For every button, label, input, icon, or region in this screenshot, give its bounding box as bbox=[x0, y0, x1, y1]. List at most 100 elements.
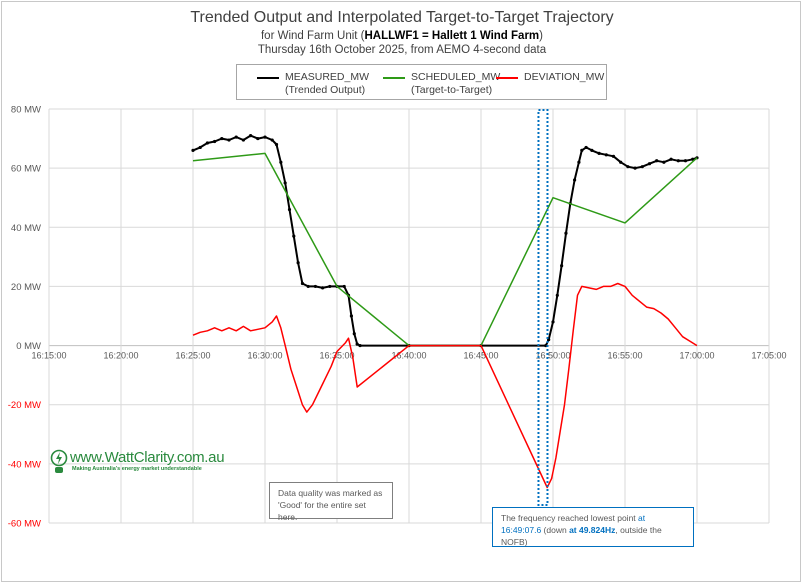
data-quality-note: Data quality was marked as 'Good' for th… bbox=[269, 482, 393, 522]
series-line-deviation-mw bbox=[192, 282, 698, 489]
x-tick-label: 16:50:00 bbox=[535, 351, 570, 361]
measured-point bbox=[551, 320, 555, 324]
x-tick-label: 16:40:00 bbox=[391, 351, 426, 361]
chart-title: Trended Output and Interpolated Target-t… bbox=[190, 9, 614, 26]
frequency-note: The frequency reached lowest point at 16… bbox=[492, 507, 694, 547]
measured-point bbox=[676, 159, 680, 163]
measured-point bbox=[355, 342, 359, 346]
measured-point bbox=[321, 286, 325, 290]
x-tick-label: 16:55:00 bbox=[607, 351, 642, 361]
measured-point bbox=[191, 148, 195, 152]
measured-point bbox=[590, 148, 594, 152]
measured-point bbox=[352, 332, 356, 336]
frequency-marker-box bbox=[537, 109, 549, 506]
measured-point bbox=[640, 165, 644, 169]
measured-point bbox=[256, 136, 260, 141]
measured-point bbox=[647, 162, 652, 166]
measured-point bbox=[234, 135, 238, 139]
legend-desc: (Trended Output) bbox=[285, 84, 366, 96]
measured-point bbox=[619, 160, 623, 164]
note-text: The frequency reached lowest point bbox=[501, 513, 639, 523]
measured-point bbox=[296, 261, 300, 265]
y-tick-label: 60 MW bbox=[11, 164, 41, 175]
measured-point bbox=[279, 160, 283, 164]
measured-point bbox=[655, 159, 659, 163]
chart-subtitle: for Wind Farm Unit (HALLWF1 = Hallett 1 … bbox=[0, 30, 804, 42]
measured-point bbox=[683, 159, 688, 163]
note-text: (down bbox=[541, 525, 570, 535]
measured-point bbox=[287, 207, 292, 212]
x-tick-label: 16:45:00 bbox=[463, 351, 498, 361]
measured-point bbox=[306, 284, 310, 289]
measured-point bbox=[313, 284, 317, 289]
measured-point bbox=[263, 135, 267, 139]
measured-point bbox=[555, 293, 559, 297]
lightbulb-icon bbox=[50, 449, 68, 473]
legend-desc: (Target-to-Target) bbox=[411, 84, 493, 96]
measured-point bbox=[560, 264, 564, 268]
measured-point bbox=[270, 138, 274, 142]
measured-point bbox=[662, 160, 666, 164]
legend-label: MEASURED_MW bbox=[285, 71, 370, 83]
measured-point bbox=[300, 281, 305, 286]
y-tick-label: 20 MW bbox=[11, 282, 41, 293]
note-frequency: at 49.824Hz bbox=[569, 525, 616, 535]
measured-point bbox=[669, 157, 673, 161]
unit-name: HALLWF1 = Hallett 1 Wind Farm bbox=[364, 30, 540, 42]
legend-item-deviation: DEVIATION_MW bbox=[496, 71, 605, 84]
measured-point bbox=[274, 142, 279, 147]
measured-point bbox=[283, 181, 287, 185]
measured-point bbox=[564, 231, 568, 235]
x-tick-label: 16:35:00 bbox=[319, 351, 354, 361]
measured-point bbox=[249, 134, 253, 138]
measured-point bbox=[573, 178, 577, 182]
x-tick-label: 16:20:00 bbox=[103, 351, 138, 361]
subtitle-suffix: ) bbox=[539, 30, 543, 42]
measured-point bbox=[611, 154, 616, 158]
measured-point bbox=[580, 148, 584, 152]
legend-label: SCHEDULED_MW bbox=[411, 71, 501, 83]
measured-point bbox=[292, 234, 296, 238]
y-tick-label: -60 MW bbox=[8, 519, 41, 530]
y-tick-label: 40 MW bbox=[11, 223, 41, 234]
y-tick-label: -20 MW bbox=[8, 400, 41, 411]
legend-item-scheduled: SCHEDULED_MW (Target-to-Target) bbox=[383, 71, 501, 97]
measured-point bbox=[604, 153, 608, 157]
legend: MEASURED_MW (Trended Output) SCHEDULED_MW… bbox=[236, 64, 607, 100]
chart-subtitle-date: Thursday 16th October 2025, from AEMO 4-… bbox=[257, 44, 547, 56]
measured-point bbox=[241, 138, 245, 142]
series-line-scheduled-mw bbox=[192, 152, 698, 347]
series-line-measured-mw bbox=[192, 134, 698, 347]
y-tick-label: 80 MW bbox=[11, 105, 41, 116]
measured-point bbox=[220, 136, 224, 141]
x-tick-label: 16:15:00 bbox=[31, 351, 66, 361]
measured-point bbox=[213, 139, 217, 144]
measured-point bbox=[349, 314, 353, 318]
measured-point bbox=[626, 165, 630, 169]
measured-point bbox=[198, 145, 202, 150]
measured-point bbox=[358, 343, 362, 348]
subtitle-prefix: for Wind Farm Unit ( bbox=[260, 30, 365, 42]
measured-point bbox=[597, 151, 601, 155]
measured-point bbox=[227, 138, 231, 142]
measured-point bbox=[342, 284, 346, 289]
y-tick-label: 0 MW bbox=[16, 341, 41, 352]
legend-label: DEVIATION_MW bbox=[524, 71, 605, 83]
x-tick-label: 17:05:00 bbox=[751, 351, 786, 361]
measured-point bbox=[205, 141, 209, 145]
note-text: , outside the NOFB) bbox=[501, 525, 662, 547]
logo-tagline: Making Australia's energy market underst… bbox=[72, 466, 202, 472]
measured-point bbox=[577, 160, 581, 164]
measured-point bbox=[584, 145, 588, 150]
x-tick-label: 17:00:00 bbox=[679, 351, 714, 361]
x-tick-label: 16:25:00 bbox=[175, 351, 210, 361]
logo-url: www.WattClarity.com.au bbox=[70, 449, 225, 466]
x-tick-label: 16:30:00 bbox=[247, 351, 282, 361]
legend-item-measured: MEASURED_MW (Trended Output) bbox=[257, 71, 370, 97]
y-tick-label: -40 MW bbox=[8, 459, 41, 470]
measured-point bbox=[633, 166, 637, 170]
measured-point bbox=[328, 284, 332, 289]
note-time: at 16:49:07.6 bbox=[501, 513, 646, 535]
